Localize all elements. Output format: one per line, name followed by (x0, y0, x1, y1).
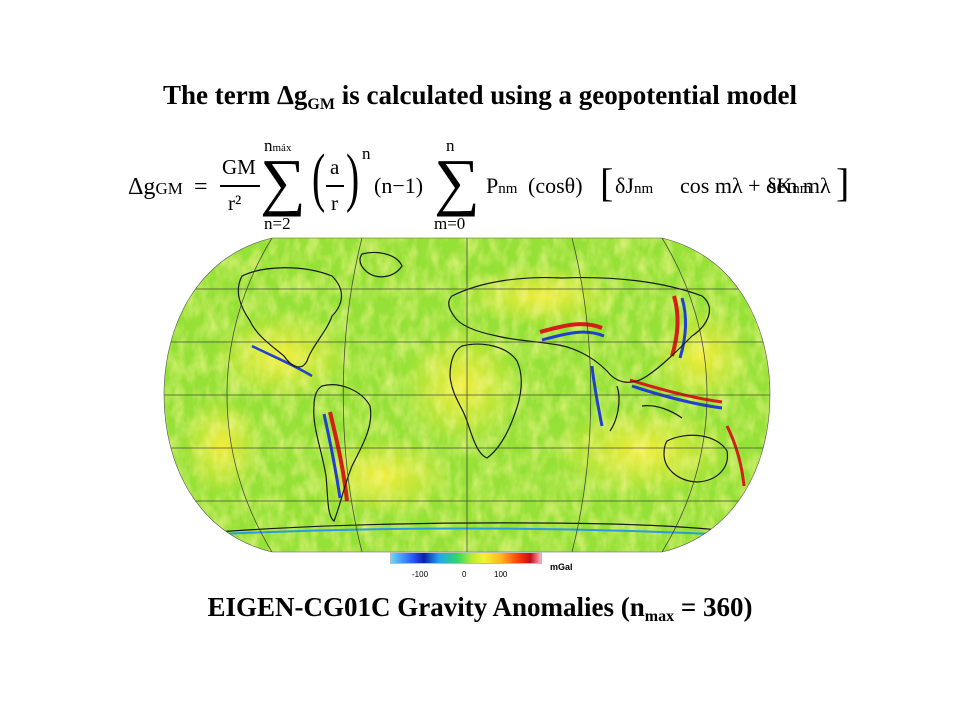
australia-outline (663, 434, 728, 483)
lhs-sub: GM (155, 179, 183, 198)
sum1-lower: n=2 (264, 214, 291, 233)
map-border (163, 237, 771, 553)
indonesia-outline (641, 405, 683, 419)
graticule-lines (164, 238, 770, 552)
title-prefix: The term (163, 80, 277, 110)
sum1-upper: nmáx (264, 137, 291, 154)
sen-ml-term: sen mλ (768, 173, 831, 198)
sum2-sigma-icon: ∑ (434, 146, 480, 217)
colorbar-gradient (390, 552, 542, 564)
north-america-outline (237, 267, 342, 368)
title-suffix: is calculated using a geopotential model (334, 80, 797, 110)
dj-term: δJnm (615, 175, 653, 197)
sum1-upper-text: n (264, 136, 273, 155)
a-numerator: a (330, 155, 340, 179)
geopotential-formula: ΔgGM = GM r² nmáx ∑ n=2 ( a r ) n (n−1) … (128, 135, 858, 235)
cos-ml-text: cos mλ + δK (680, 173, 793, 198)
sum1-upper-sub: máx (272, 142, 292, 154)
colorbar-unit: mGal (550, 562, 573, 572)
world-map-svg (163, 237, 771, 553)
antarctica-outline (191, 522, 753, 537)
lhs-text: Δg (128, 174, 156, 200)
cos-theta: (cosθ) (528, 173, 583, 198)
south-america-outline (313, 384, 372, 522)
caption-sub: max (644, 608, 675, 625)
title-sub: GM (307, 96, 335, 113)
left-paren-icon: ( (312, 141, 326, 214)
dk-sub: nm (792, 181, 812, 197)
slide-title: The term ΔgGM is calculated using a geop… (0, 80, 960, 114)
a-denominator: r (331, 191, 338, 215)
sum2-upper: n (446, 136, 455, 155)
colorbar-tick-100: 100 (494, 570, 508, 579)
p-text: P (486, 173, 499, 198)
bracket-close: ] (836, 160, 850, 205)
p-sub: nm (498, 181, 518, 197)
africa-outline (449, 343, 522, 459)
formula-lhs: ΔgGM (128, 175, 183, 199)
n-minus-1: (n−1) (374, 173, 424, 198)
colorbar-tick-neg100: -100 (412, 570, 429, 579)
greenland-outline (359, 251, 403, 278)
sum1-sigma-icon: ∑ (260, 146, 306, 217)
title-delta-g: Δg (276, 80, 308, 110)
bracket-open: [ (600, 160, 614, 205)
caption-suffix: = 360) (674, 592, 753, 622)
dj-sub: nm (633, 181, 654, 197)
dj-text: δJ (615, 173, 634, 198)
gm-numerator: GM (222, 155, 256, 179)
a-fraction-bar (326, 185, 344, 187)
caption-prefix: EIGEN-CG01C Gravity Anomalies (n (207, 592, 645, 622)
colorbar-tick-0: 0 (462, 570, 467, 579)
right-paren-icon: ) (346, 141, 360, 214)
map-caption: EIGEN-CG01C Gravity Anomalies (nmax = 36… (0, 592, 960, 626)
formula-equals: = (194, 174, 208, 200)
p-term: Pnm (486, 175, 517, 197)
indochina-outline (609, 385, 620, 432)
cos-ml-term: cos mλ + δKnm (680, 175, 811, 197)
sum2-lower: m=0 (434, 214, 466, 233)
gravity-anomaly-world-map (162, 236, 772, 554)
power-n: n (362, 144, 371, 163)
gm-denominator: r² (228, 191, 242, 215)
gm-fraction-bar (220, 185, 260, 187)
eurasia-outline (448, 276, 710, 383)
